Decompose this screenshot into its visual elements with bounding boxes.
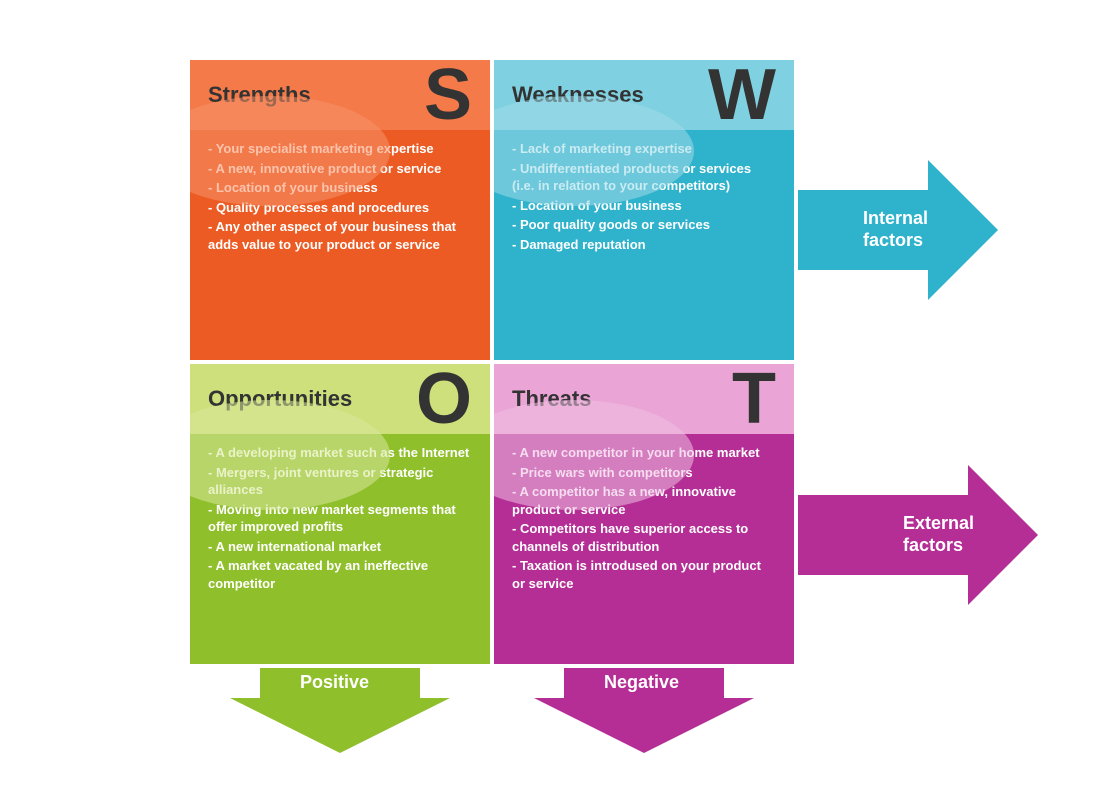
arrow-label: Positive — [300, 672, 369, 693]
quadrant-opportunities: Opportunities O - A developing market su… — [190, 364, 490, 664]
quadrant-threats: Threats T - A new competitor in your hom… — [494, 364, 794, 664]
quadrant-weaknesses: Weaknesses W - Lack of marketing experti… — [494, 60, 794, 360]
list-item: - Damaged reputation — [512, 236, 776, 254]
arrow-head-icon — [534, 698, 754, 753]
arrow-label: External factors — [903, 513, 1023, 556]
quadrant-strengths: Strengths S - Your specialist marketing … — [190, 60, 490, 360]
arrow-label: Negative — [604, 672, 679, 693]
list-item: - A market vacated by an ineffective com… — [208, 557, 472, 592]
list-item: - A new international market — [208, 538, 472, 556]
quadrant-letter: T — [732, 364, 776, 435]
list-item: - Any other aspect of your business that… — [208, 218, 472, 253]
arrow-label: Internal factors — [863, 208, 983, 251]
list-item: - Taxation is introdused on your product… — [512, 557, 776, 592]
list-item: - Poor quality goods or services — [512, 216, 776, 234]
quadrant-letter: O — [416, 364, 472, 435]
quadrant-letter: W — [708, 60, 776, 131]
arrow-head-icon — [230, 698, 450, 753]
swot-diagram: Internal factors External factors Positi… — [0, 0, 1115, 790]
quadrant-letter: S — [424, 60, 472, 131]
list-item: - Competitors have superior access to ch… — [512, 520, 776, 555]
